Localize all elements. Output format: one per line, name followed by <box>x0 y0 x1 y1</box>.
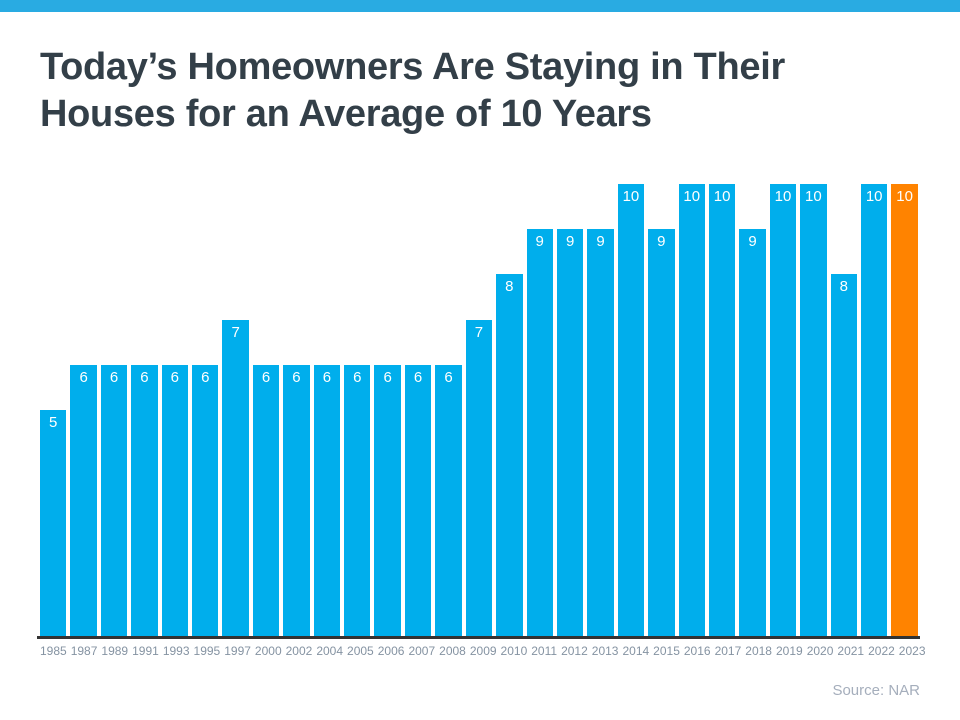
bar-value-label: 9 <box>535 233 544 250</box>
bar: 5 <box>40 410 67 636</box>
x-axis-label: 1995 <box>193 644 221 658</box>
bar-value-label: 6 <box>413 369 423 386</box>
bar-chart: 5 6 6 6 6 6 7 6 6 6 6 6 6 6 7 8 9 9 9 10 9 10 10 9 10 10 8 10 10 <box>40 184 918 636</box>
bar: 6 <box>192 365 219 636</box>
x-axis-label: 2014 <box>622 644 650 658</box>
bar: 6 <box>283 365 310 636</box>
bar-value-label: 6 <box>261 369 271 386</box>
bar-value-label: 10 <box>713 188 731 205</box>
bar: 6 <box>313 365 341 636</box>
bar-value-label: 6 <box>383 369 392 386</box>
bar-value-label: 6 <box>109 369 119 386</box>
bar: 7 <box>465 320 493 636</box>
page-title-line2: Houses for an Average of 10 Years <box>40 93 652 135</box>
bar-value-label: 9 <box>565 233 575 250</box>
bar-value-label: 10 <box>865 188 883 205</box>
x-axis-labels: 1985 1987 1989 1991 1993 1995 1997 2000 2002 2004… <box>40 644 926 658</box>
x-axis-label: 1993 <box>162 644 190 658</box>
x-axis-label: 2021 <box>837 644 865 658</box>
x-axis-label: 2022 <box>868 644 895 658</box>
bar: 9 <box>587 229 614 636</box>
top-accent-stripe <box>0 0 960 12</box>
bar: 6 <box>404 365 432 636</box>
bar: 6 <box>70 365 97 636</box>
bar: 9 <box>556 229 584 636</box>
x-axis-label: 2011 <box>531 644 558 658</box>
bar: 7 <box>222 320 249 636</box>
x-axis-label: 2018 <box>745 644 772 658</box>
bar: 10 <box>860 184 888 636</box>
bar-value-label: 6 <box>170 369 179 386</box>
x-axis-label: 2019 <box>775 644 803 658</box>
bar-value-label: 6 <box>353 369 362 386</box>
bar-value-label: 9 <box>748 233 757 250</box>
x-axis-label: 2015 <box>653 644 680 658</box>
bar-value-label: 10 <box>774 188 792 205</box>
bar: 9 <box>648 229 675 636</box>
x-axis-label: 1991 <box>132 644 159 658</box>
bar-value-label: 6 <box>444 369 453 386</box>
x-axis-label: 2004 <box>316 644 344 658</box>
bar-value-label: 7 <box>231 324 240 341</box>
x-axis-label: 2002 <box>285 644 313 658</box>
bar: 10 <box>769 184 797 636</box>
x-axis-label: 1987 <box>70 644 98 658</box>
bar-value-label: 10 <box>805 188 822 205</box>
x-axis-label: 1989 <box>101 644 129 658</box>
bar: 10 <box>617 184 645 636</box>
bar-value-label: 6 <box>140 369 149 386</box>
bar-value-label: 7 <box>474 324 484 341</box>
bar-value-label: 10 <box>622 188 640 205</box>
bar: 6 <box>161 365 189 636</box>
source-note: Source: NAR <box>832 682 920 699</box>
x-axis-label: 2008 <box>439 644 466 658</box>
page-title: Today’s Homeowners Are Staying in Their … <box>40 44 920 138</box>
bar-value-label: 6 <box>322 369 332 386</box>
x-axis-label: 2005 <box>347 644 374 658</box>
bar: 8 <box>496 274 523 636</box>
bar: 9 <box>739 229 766 636</box>
bar: 6 <box>374 365 401 636</box>
bar-value-label: 8 <box>505 278 514 295</box>
bar-value-label: 9 <box>657 233 666 250</box>
bar: 10 <box>800 184 827 636</box>
bar-value-label: 6 <box>79 369 88 386</box>
x-axis-label: 2006 <box>377 644 405 658</box>
x-axis-label: 2009 <box>469 644 497 658</box>
x-axis-label: 2007 <box>408 644 436 658</box>
bar: 9 <box>526 229 553 636</box>
x-axis-label: 1997 <box>224 644 251 658</box>
bar: 10 <box>708 184 736 636</box>
x-axis-label: 1985 <box>40 644 67 658</box>
bar-value-label: 9 <box>596 233 605 250</box>
bar-value-label: 6 <box>292 369 301 386</box>
page-title-line1: Today’s Homeowners Are Staying in Their <box>40 46 785 88</box>
x-axis-label: 2020 <box>806 644 834 658</box>
bar: 6 <box>100 365 128 636</box>
x-axis-label: 2010 <box>500 644 528 658</box>
bar: 6 <box>252 365 280 636</box>
x-axis-label: 2000 <box>254 644 282 658</box>
x-axis-label: 2013 <box>591 644 619 658</box>
bar: 6 <box>344 365 371 636</box>
bar-value-label: 5 <box>49 414 58 431</box>
bar: 10 <box>678 184 705 636</box>
bar: 6 <box>131 365 158 636</box>
bar-value-label: 10 <box>683 188 701 205</box>
x-axis-line <box>37 636 920 639</box>
x-axis-label: 2023 <box>898 644 926 658</box>
bar-value-label: 6 <box>201 369 210 386</box>
bar-value-label: 10 <box>896 188 913 205</box>
bar-value-label: 8 <box>839 278 848 295</box>
bar: 6 <box>435 365 462 636</box>
x-axis-label: 2017 <box>714 644 742 658</box>
x-axis-label: 2012 <box>561 644 588 658</box>
bar: 8 <box>830 274 857 636</box>
bar: 10 <box>891 184 918 636</box>
x-axis-label: 2016 <box>683 644 711 658</box>
